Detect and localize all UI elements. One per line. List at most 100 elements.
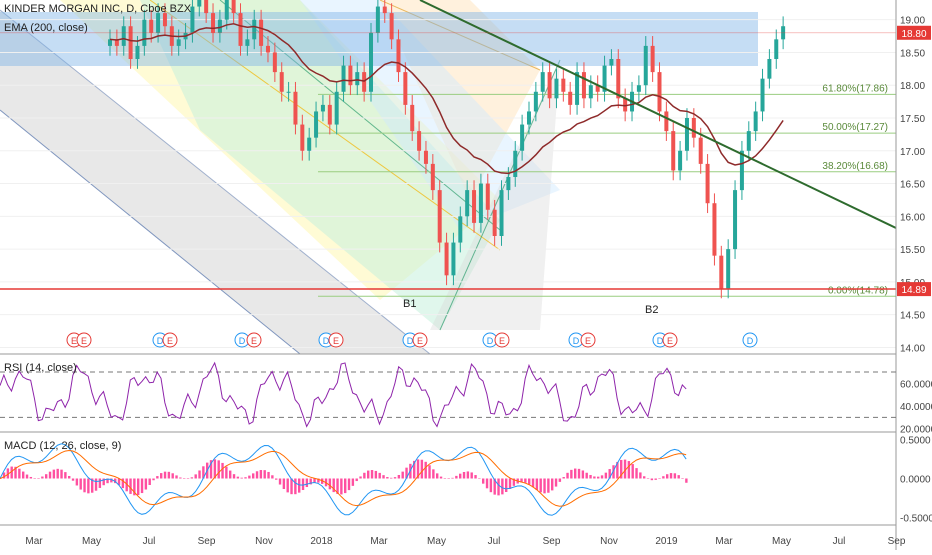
event-marker-circle	[328, 332, 344, 348]
macd-histogram-bar	[160, 473, 163, 479]
macd-histogram-bar	[639, 472, 642, 479]
candle-body	[121, 26, 126, 46]
candle-body	[176, 39, 181, 46]
macd-histogram-bar	[551, 478, 554, 491]
macd-histogram-bar	[156, 476, 159, 479]
macd-histogram-bar	[171, 473, 174, 479]
macd-histogram-bar	[282, 478, 286, 490]
candle-body	[547, 72, 552, 99]
price-tick-label: 17.00	[900, 147, 925, 158]
macd-histogram-bar	[577, 468, 581, 479]
time-tick-label: Jul	[488, 536, 501, 547]
macd-histogram-bar	[83, 478, 86, 493]
macd-histogram-bar	[443, 478, 447, 479]
macd-histogram-bar	[336, 478, 339, 495]
candle-body	[355, 72, 360, 86]
macd-histogram-bar	[393, 477, 397, 479]
candle-body	[114, 39, 119, 46]
macd-histogram-bar	[229, 470, 232, 479]
macd-histogram-bar	[397, 474, 401, 479]
macd-histogram-bar	[68, 475, 71, 479]
candle-body	[609, 59, 614, 66]
macd-histogram-bar	[439, 476, 443, 479]
time-tick-label: May	[427, 536, 446, 547]
macd-histogram-bar	[79, 478, 82, 490]
macd-histogram-bar	[225, 466, 228, 479]
event-marker-label: E	[585, 336, 591, 346]
macd-histogram-bar	[662, 476, 665, 479]
candle-body	[595, 85, 600, 92]
candle-body	[410, 104, 415, 132]
candle-body	[369, 32, 374, 92]
candle-body	[753, 111, 758, 132]
support-price-label: 14.89	[901, 285, 926, 296]
macd-histogram-bar	[370, 470, 374, 479]
macd-histogram-bar	[18, 468, 21, 479]
macd-histogram-bar	[140, 478, 144, 494]
macd-histogram-bar	[129, 478, 132, 494]
candle-body	[135, 45, 140, 59]
macd-histogram-bar	[459, 473, 462, 479]
candle-body	[382, 6, 387, 14]
macd-histogram-bar	[148, 478, 151, 485]
event-marker-circle	[246, 332, 262, 348]
macd-histogram-bar	[643, 476, 646, 479]
candle-body	[602, 65, 607, 92]
rsi-pane: 60.0000 40.0000 20.0000	[0, 361, 932, 436]
candle-body	[739, 150, 744, 191]
macd-histogram-bar	[33, 478, 36, 479]
macd-histogram-bar	[574, 468, 577, 479]
symbol-title: KINDER MORGAN INC, D, Cboe BZX	[4, 3, 192, 15]
macd-histogram-bar	[167, 471, 171, 479]
macd-histogram-bar	[666, 474, 669, 479]
macd-histogram-bar	[616, 461, 619, 479]
candle-body	[671, 131, 676, 171]
candle-body	[423, 150, 428, 164]
fib-level-label: 38.20%(16.68)	[822, 161, 888, 172]
candle-body	[348, 65, 353, 86]
macd-histogram-bar	[558, 478, 562, 482]
candle-body	[197, 0, 202, 7]
macd-histogram-bar	[470, 472, 473, 479]
candle-body	[341, 65, 346, 92]
macd-histogram-bar	[213, 459, 217, 479]
event-marker-circle	[494, 332, 510, 348]
macd-histogram-bar	[466, 471, 470, 479]
macd-histogram-bar	[278, 478, 282, 485]
candle-body	[533, 91, 538, 112]
event-marker-circle	[162, 332, 178, 348]
macd-histogram-bar	[589, 474, 592, 479]
candle-body	[581, 72, 586, 99]
candle-body	[279, 72, 284, 92]
event-marker-label: E	[71, 336, 77, 346]
macd-histogram-bar	[298, 478, 301, 493]
macd-histogram-bar	[669, 473, 673, 479]
macd-histogram-bar	[75, 478, 79, 486]
fib-level-label: 0.00%(14.78)	[828, 285, 888, 296]
rsi-tick-label: 40.0000	[900, 402, 932, 413]
macd-histogram-bar	[535, 478, 539, 491]
candle-body	[403, 72, 408, 105]
macd-histogram-bar	[543, 478, 546, 494]
event-marker-circle	[742, 332, 758, 348]
rsi-line	[0, 361, 687, 428]
macd-histogram-bar	[87, 478, 90, 494]
macd-histogram-bar	[175, 475, 178, 479]
macd-histogram-bar	[355, 478, 358, 482]
candle-body	[499, 190, 504, 236]
candle-body	[478, 183, 483, 223]
candle-body	[362, 72, 367, 92]
macd-histogram-bar	[493, 478, 496, 495]
macd-tick-label: 0.0000	[900, 475, 931, 486]
candle-body	[588, 85, 593, 99]
candle-body	[375, 6, 380, 33]
time-tick-label: Sep	[198, 536, 216, 547]
macd-histogram-bar	[367, 470, 370, 479]
macd-histogram-bar	[420, 459, 424, 479]
time-tick-label: Mar	[715, 536, 733, 547]
candle-body	[231, 0, 236, 14]
macd-histogram-bar	[2, 472, 6, 479]
macd-pane: 0.5000 0.0000 -0.5000	[0, 435, 932, 525]
